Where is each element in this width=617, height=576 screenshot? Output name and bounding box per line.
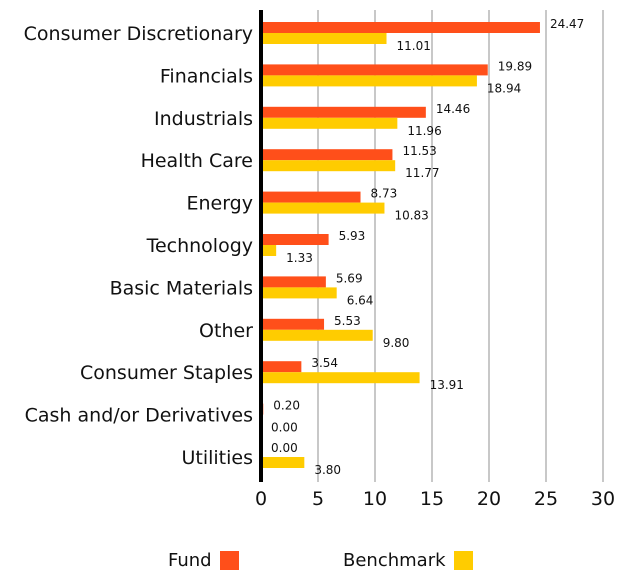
bar-chart: 24.47 11.01 19.89 18.94 14.46 11.96 11.53 11.77… — [24, 10, 615, 510]
legend-benchmark-swatch — [453, 550, 473, 570]
legend-benchmark-label: Benchmark — [343, 549, 446, 571]
value-label-benchmark: 6.64 — [347, 293, 374, 307]
value-label-benchmark: 3.80 — [314, 463, 341, 477]
value-label-benchmark: 1.33 — [286, 251, 313, 265]
bar-benchmark — [261, 33, 387, 44]
x-tick-label: 20 — [477, 488, 501, 510]
legend-fund: Fund — [168, 546, 239, 574]
legend-benchmark: Benchmark — [343, 546, 473, 574]
category-label: Consumer Staples — [80, 362, 253, 384]
value-label-benchmark: 10.83 — [394, 209, 428, 223]
value-label-benchmark: 11.77 — [405, 166, 439, 180]
x-tick-label: 10 — [363, 488, 387, 510]
category-label: Technology — [146, 235, 253, 257]
category-label: Consumer Discretionary — [24, 23, 253, 45]
value-label-fund: 5.93 — [339, 229, 366, 243]
category-labels: Consumer Discretionary Financials Industri… — [24, 23, 254, 469]
x-tick-labels: 0 5 10 15 20 25 30 — [255, 488, 615, 510]
x-tick-label: 0 — [255, 488, 267, 510]
bar-fund — [261, 22, 540, 33]
bars — [261, 22, 540, 468]
bar-benchmark — [261, 202, 385, 214]
value-label-fund: 3.54 — [311, 356, 338, 370]
value-label-fund: 5.69 — [336, 271, 363, 285]
category-label: Financials — [160, 65, 253, 87]
category-label: Cash and/or Derivatives — [25, 405, 253, 427]
bar-benchmark — [261, 329, 373, 341]
value-label-fund: 5.53 — [334, 314, 361, 328]
value-label-benchmark: 13.91 — [430, 378, 464, 392]
bar-fund — [261, 276, 326, 288]
category-label: Basic Materials — [110, 277, 253, 299]
bar-fund — [261, 361, 302, 373]
bar-benchmark — [261, 117, 398, 129]
value-label-fund: 0.20 — [273, 399, 300, 413]
x-tick-label: 5 — [312, 488, 324, 510]
value-label-fund: 24.47 — [550, 17, 584, 31]
bar-fund — [261, 149, 393, 161]
x-tick-label: 15 — [420, 488, 444, 510]
value-label-fund: 14.46 — [436, 102, 470, 116]
category-label: Energy — [186, 193, 253, 215]
value-label-fund: 19.89 — [498, 59, 532, 73]
bar-benchmark — [261, 160, 396, 172]
bar-fund — [261, 234, 329, 245]
category-label: Other — [199, 320, 253, 342]
bar-fund — [261, 106, 426, 118]
legend-fund-label: Fund — [168, 549, 212, 571]
category-label: Industrials — [154, 108, 253, 130]
bar-benchmark — [261, 457, 305, 468]
value-label-fund: 11.53 — [402, 144, 436, 158]
category-label: Utilities — [181, 447, 253, 469]
value-label-benchmark: 0.00 — [271, 421, 298, 435]
legend-fund-swatch — [219, 550, 239, 570]
value-label-fund: 0.00 — [271, 441, 298, 455]
bar-fund — [261, 191, 361, 203]
value-label-fund: 8.73 — [371, 187, 398, 201]
value-label-benchmark: 11.01 — [397, 39, 431, 53]
value-label-benchmark: 11.96 — [407, 124, 441, 138]
gridlines — [317, 10, 604, 482]
x-tick-label: 25 — [534, 488, 558, 510]
value-label-benchmark: 9.80 — [383, 336, 410, 350]
bar-benchmark — [261, 245, 277, 256]
value-label-benchmark: 18.94 — [487, 81, 521, 95]
bar-benchmark — [261, 75, 477, 87]
bar-fund — [261, 318, 325, 330]
bar-benchmark — [261, 372, 420, 384]
bar-fund — [261, 64, 488, 76]
bar-benchmark — [261, 287, 337, 299]
x-tick-label: 30 — [591, 488, 615, 510]
value-labels: 24.47 11.01 19.89 18.94 14.46 11.96 11.53 11.77… — [271, 17, 584, 477]
category-label: Health Care — [141, 150, 253, 172]
